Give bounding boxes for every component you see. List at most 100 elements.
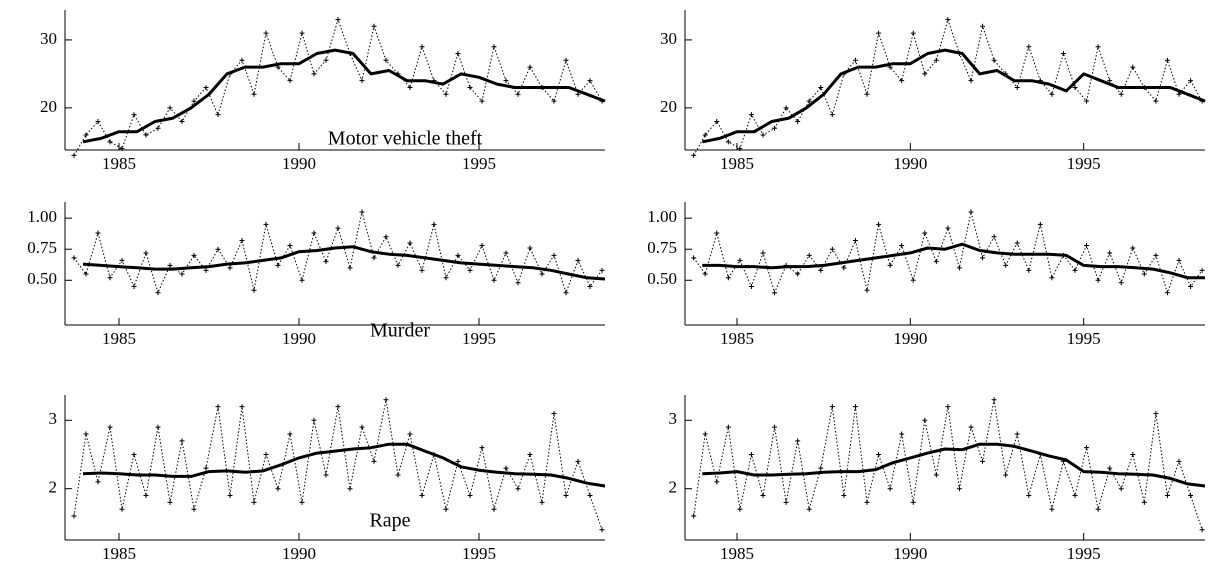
point-marker bbox=[1130, 64, 1136, 70]
point-marker bbox=[1095, 277, 1101, 283]
point-marker bbox=[1060, 50, 1066, 56]
point-marker bbox=[575, 91, 581, 97]
point-marker bbox=[239, 404, 245, 410]
point-marker bbox=[107, 139, 113, 145]
x-tick-label: 1985 bbox=[102, 329, 136, 348]
point-marker bbox=[227, 265, 233, 271]
point-marker bbox=[968, 78, 974, 84]
point-marker bbox=[515, 486, 521, 492]
point-marker bbox=[503, 465, 509, 471]
x-tick-label: 1990 bbox=[282, 154, 316, 173]
point-marker bbox=[980, 458, 986, 464]
point-marker bbox=[956, 486, 962, 492]
point-marker bbox=[143, 250, 149, 256]
point-marker bbox=[491, 506, 497, 512]
point-marker bbox=[852, 404, 858, 410]
series-line bbox=[693, 399, 1203, 530]
point-marker bbox=[922, 230, 928, 236]
point-marker bbox=[323, 57, 329, 63]
point-marker bbox=[899, 431, 905, 437]
point-marker bbox=[1107, 465, 1113, 471]
y-tick-label: 30 bbox=[40, 29, 57, 48]
point-marker bbox=[215, 246, 221, 252]
point-marker bbox=[806, 98, 812, 104]
point-marker bbox=[551, 252, 557, 258]
point-marker bbox=[191, 252, 197, 258]
point-marker bbox=[299, 277, 305, 283]
point-marker bbox=[1153, 98, 1159, 104]
point-marker bbox=[455, 50, 461, 56]
point-marker bbox=[563, 493, 569, 499]
point-marker bbox=[991, 397, 997, 403]
point-marker bbox=[1014, 431, 1020, 437]
point-marker bbox=[539, 271, 545, 277]
point-marker bbox=[359, 424, 365, 430]
point-marker bbox=[419, 493, 425, 499]
point-marker bbox=[887, 486, 893, 492]
point-marker bbox=[945, 17, 951, 23]
point-marker bbox=[1095, 506, 1101, 512]
point-marker bbox=[1084, 445, 1090, 451]
point-marker bbox=[887, 262, 893, 268]
point-marker bbox=[515, 91, 521, 97]
point-marker bbox=[725, 424, 731, 430]
point-marker bbox=[795, 118, 801, 124]
x-tick-label: 1995 bbox=[462, 544, 496, 562]
point-marker bbox=[479, 98, 485, 104]
point-marker bbox=[239, 238, 245, 244]
point-marker bbox=[945, 404, 951, 410]
point-marker bbox=[83, 431, 89, 437]
point-marker bbox=[1014, 84, 1020, 90]
point-marker bbox=[1164, 290, 1170, 296]
point-marker bbox=[563, 290, 569, 296]
point-marker bbox=[95, 230, 101, 236]
point-marker bbox=[287, 78, 293, 84]
point-marker bbox=[818, 84, 824, 90]
x-tick-label: 1995 bbox=[1067, 154, 1101, 173]
point-marker bbox=[371, 255, 377, 261]
point-marker bbox=[864, 287, 870, 293]
series-line bbox=[702, 442, 1206, 488]
point-marker bbox=[1049, 506, 1055, 512]
point-marker bbox=[335, 225, 341, 231]
point-marker bbox=[1037, 221, 1043, 227]
point-marker bbox=[227, 493, 233, 499]
point-marker bbox=[107, 275, 113, 281]
point-marker bbox=[263, 452, 269, 458]
point-marker bbox=[772, 424, 778, 430]
point-marker bbox=[527, 452, 533, 458]
point-marker bbox=[395, 472, 401, 478]
point-marker bbox=[852, 57, 858, 63]
point-marker bbox=[772, 290, 778, 296]
point-marker bbox=[1199, 267, 1205, 273]
point-marker bbox=[1014, 240, 1020, 246]
point-marker bbox=[299, 30, 305, 36]
series-line bbox=[82, 245, 606, 281]
point-marker bbox=[956, 265, 962, 271]
series-line bbox=[702, 242, 1205, 280]
point-marker bbox=[323, 472, 329, 478]
point-marker bbox=[419, 44, 425, 50]
x-tick-label: 1995 bbox=[462, 154, 496, 173]
x-tick-label: 1995 bbox=[462, 329, 496, 348]
point-marker bbox=[829, 112, 835, 118]
point-marker bbox=[702, 271, 708, 277]
point-marker bbox=[479, 242, 485, 248]
y-tick-label: 2 bbox=[49, 478, 58, 497]
point-marker bbox=[737, 146, 743, 152]
point-marker bbox=[167, 262, 173, 268]
point-marker bbox=[980, 255, 986, 261]
point-marker bbox=[876, 30, 882, 36]
point-marker bbox=[1164, 493, 1170, 499]
point-marker bbox=[714, 118, 720, 124]
y-tick-label: 3 bbox=[49, 409, 58, 428]
point-marker bbox=[1118, 280, 1124, 286]
panel-label: Rape bbox=[369, 510, 410, 532]
point-marker bbox=[503, 78, 509, 84]
point-marker bbox=[1072, 267, 1078, 273]
point-marker bbox=[443, 275, 449, 281]
point-marker bbox=[864, 91, 870, 97]
point-marker bbox=[1199, 527, 1205, 533]
point-marker bbox=[419, 267, 425, 273]
